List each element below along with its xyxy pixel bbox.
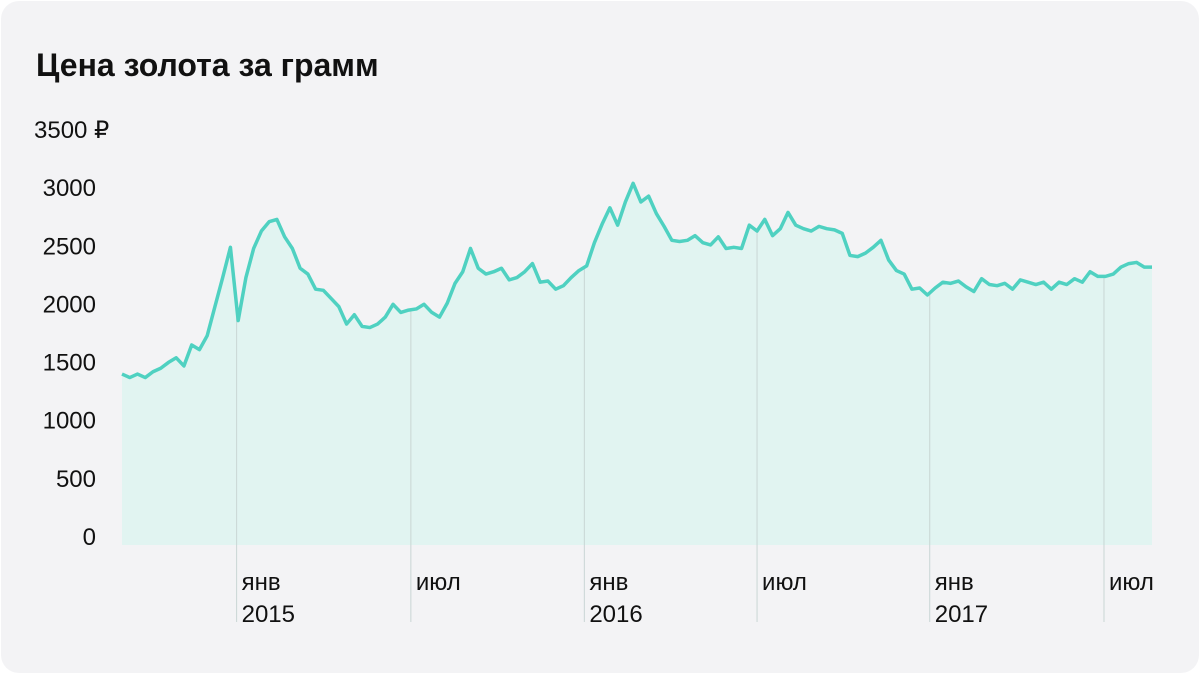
- x-tick-label: янв: [242, 569, 281, 596]
- x-tick-label: июл: [762, 569, 807, 596]
- line: [121, 181, 1152, 380]
- chart-title: Цена золота за грамм: [36, 47, 379, 83]
- y-tick-label: 2500: [43, 233, 96, 260]
- x-tick-year: 2015: [242, 601, 295, 628]
- y-tick-label: 3500 ₽: [34, 117, 109, 144]
- y-tick-label: 2000: [43, 291, 96, 318]
- x-tick-label: янв: [589, 569, 628, 596]
- y-tick-label: 3000: [43, 175, 96, 202]
- x-tick-year: 2017: [935, 601, 988, 628]
- x-tick-label: янв: [935, 569, 974, 596]
- x-tick-label: июл: [1109, 569, 1154, 596]
- x-tick-label: июл: [416, 569, 461, 596]
- y-tick-label: 500: [56, 466, 96, 493]
- y-tick-label: 1500: [43, 350, 96, 377]
- x-tick-year: 2016: [589, 601, 642, 628]
- y-tick-label: 0: [83, 524, 96, 551]
- area: [122, 183, 1152, 545]
- y-tick-label: 1000: [43, 408, 96, 435]
